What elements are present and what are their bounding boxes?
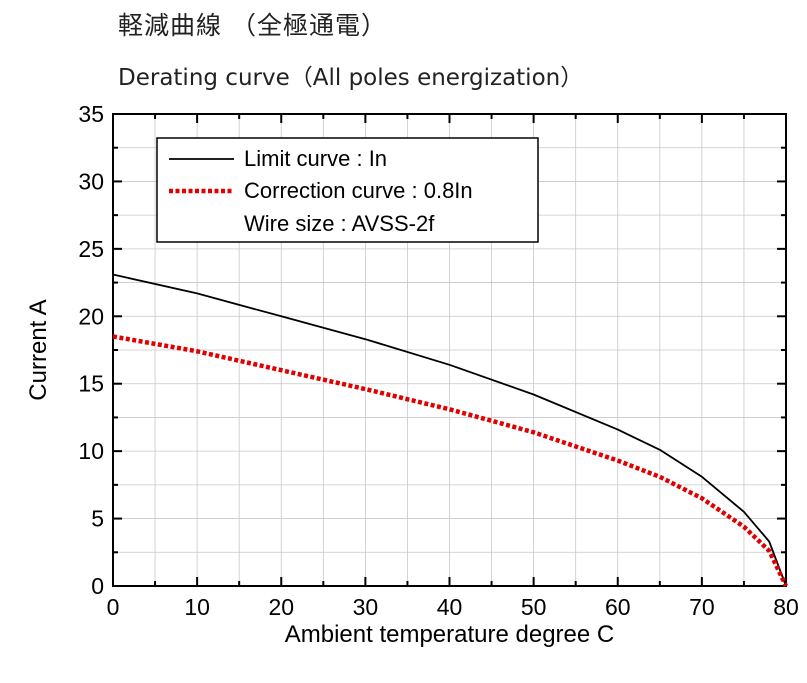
chart-title-japanese: 軽減曲線 （全極通電） [118, 11, 387, 40]
legend-label-correction-curve: Correction curve : 0.8In [244, 178, 473, 203]
y-axis-label: Current A [25, 299, 52, 400]
y-tick-label: 15 [78, 371, 104, 397]
chart-title-english: Derating curve（All poles energization） [118, 65, 584, 91]
x-tick-label: 80 [773, 594, 799, 620]
y-tick-label: 25 [78, 236, 104, 262]
x-tick-label: 20 [268, 594, 294, 620]
legend-box [156, 137, 539, 243]
x-axis-label: Ambient temperature degree C [285, 621, 615, 648]
series-line-0 [112, 273, 787, 587]
y-tick-label: 5 [91, 506, 104, 532]
y-tick-label: 30 [78, 168, 104, 194]
plot-frame [112, 113, 787, 587]
y-tick-label: 10 [78, 438, 104, 464]
series-line-1 [112, 334, 789, 587]
y-tick-label: 0 [91, 573, 104, 599]
tick-labels: 0 10 20 30 40 50 60 70 80 0 5 10 15 20 25 30 35 [78, 101, 798, 620]
legend: Limit curve : In Correction curve : 0.8I… [156, 137, 539, 243]
legend-note-wire-size: Wire size : AVSS-2f [244, 211, 435, 236]
y-tick-label: 20 [78, 303, 104, 329]
y-tick-label: 35 [78, 101, 104, 127]
x-tick-label: 70 [689, 594, 715, 620]
x-tick-label: 50 [521, 594, 547, 620]
x-tick-label: 30 [353, 594, 379, 620]
x-tick-label: 40 [437, 594, 463, 620]
series-layer [112, 273, 789, 587]
x-tick-label: 0 [107, 594, 120, 620]
x-tick-label: 60 [605, 594, 631, 620]
x-tick-label: 10 [184, 594, 210, 620]
legend-label-limit-curve: Limit curve : In [244, 146, 387, 171]
